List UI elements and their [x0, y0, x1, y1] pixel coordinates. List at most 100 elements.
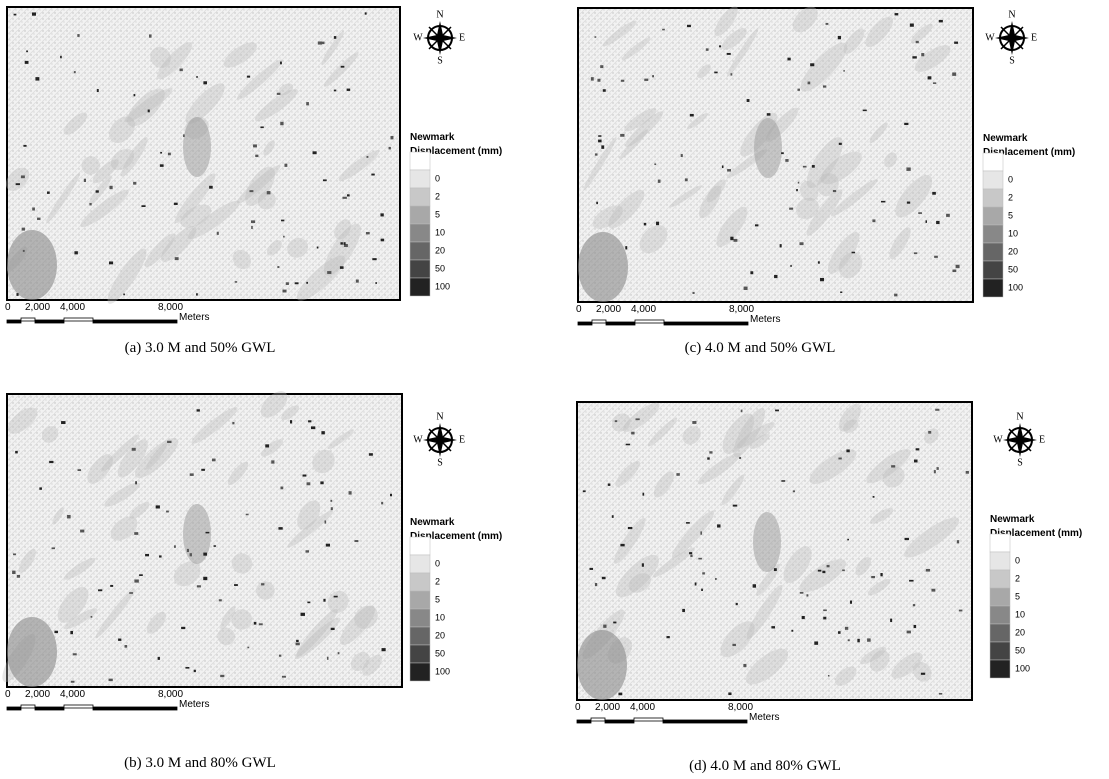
- displacement-spot: [636, 418, 640, 420]
- displacement-spot: [201, 469, 205, 471]
- displacement-spot: [382, 648, 386, 651]
- displacement-spot: [806, 594, 808, 596]
- displacement-spot: [905, 538, 909, 540]
- legend-swatch: [990, 660, 1010, 678]
- displacement-spot: [842, 569, 845, 571]
- compass-s: S: [437, 457, 443, 468]
- displacement-spot: [330, 500, 332, 502]
- displacement-spot: [803, 166, 807, 168]
- displacement-spot: [682, 609, 685, 612]
- displacement-spot: [91, 616, 93, 618]
- displacement-spot: [261, 583, 264, 585]
- displacement-spot: [939, 693, 942, 695]
- legend-label: 100: [435, 666, 450, 676]
- displacement-spot: [952, 72, 956, 75]
- displacement-spot: [926, 220, 928, 223]
- displacement-spot: [613, 622, 616, 624]
- scale-bar-segment: [21, 705, 35, 708]
- displacement-spot: [60, 56, 62, 58]
- displacement-spot: [702, 572, 705, 574]
- displacement-spot: [957, 540, 959, 543]
- displacement-spot: [375, 282, 377, 284]
- displacement-spot: [839, 143, 842, 145]
- displacement-spot: [206, 532, 210, 534]
- scale-unit: Meters: [179, 312, 210, 323]
- displacement-spot: [35, 77, 39, 80]
- displacement-spot: [308, 420, 311, 422]
- legend-title: Newmark: [983, 133, 1028, 144]
- displacement-spot: [589, 568, 593, 570]
- hazard-zone: [578, 232, 628, 302]
- displacement-spot: [323, 599, 325, 602]
- scale-label: 4,000: [60, 302, 85, 313]
- legend-swatch: [410, 537, 430, 555]
- displacement-spot: [390, 136, 393, 139]
- displacement-spot: [914, 460, 918, 463]
- displacement-spot: [305, 550, 309, 552]
- scale-bar-segment: [592, 320, 606, 323]
- displacement-spot: [656, 222, 659, 225]
- displacement-spot: [936, 467, 938, 470]
- displacement-spot: [658, 180, 661, 183]
- displacement-spot: [158, 657, 160, 660]
- displacement-spot: [615, 420, 618, 422]
- legend-swatch: [990, 606, 1010, 624]
- displacement-spot: [168, 153, 171, 156]
- displacement-spot: [910, 24, 914, 27]
- legend-label: 10: [1008, 228, 1018, 238]
- displacement-spot: [595, 153, 598, 155]
- displacement-spot: [863, 110, 867, 112]
- displacement-spot: [217, 232, 219, 235]
- displacement-spot: [23, 145, 26, 147]
- displacement-spot: [160, 152, 162, 154]
- displacement-spot: [183, 134, 185, 137]
- displacement-spot: [820, 278, 824, 281]
- displacement-spot: [936, 221, 939, 224]
- displacement-spot: [918, 212, 922, 214]
- displacement-spot: [966, 471, 969, 474]
- displacement-spot: [125, 645, 128, 648]
- scale-bar-segment: [35, 320, 64, 323]
- compass-s: S: [437, 55, 443, 66]
- displacement-spot: [797, 89, 799, 91]
- compass-e: E: [1031, 32, 1037, 43]
- displacement-spot: [827, 565, 830, 567]
- displacement-spot: [755, 224, 758, 226]
- displacement-spot: [597, 79, 600, 82]
- displacement-spot: [730, 237, 733, 240]
- map-panel: NSWENewmarkDisplacement (mm)025102050100…: [1, 7, 502, 356]
- compass-w: W: [413, 434, 423, 445]
- displacement-spot: [320, 42, 324, 45]
- hazard-zone: [577, 630, 627, 700]
- displacement-spot: [618, 693, 622, 696]
- displacement-spot: [167, 441, 171, 443]
- displacement-spot: [850, 601, 852, 604]
- displacement-spot: [598, 140, 602, 143]
- displacement-spot: [642, 563, 644, 566]
- legend-label: 10: [1015, 609, 1025, 619]
- displacement-spot: [320, 481, 323, 484]
- displacement-spot: [22, 228, 25, 231]
- displacement-spot: [280, 487, 283, 490]
- displacement-spot: [916, 448, 920, 450]
- displacement-spot: [789, 208, 793, 210]
- displacement-spot: [32, 12, 36, 15]
- displacement-spot: [280, 122, 283, 125]
- displacement-spot: [380, 213, 383, 216]
- compass-e: E: [459, 434, 465, 445]
- scale-unit: Meters: [749, 712, 780, 723]
- displacement-spot: [846, 449, 849, 452]
- legend-label: 50: [1015, 645, 1025, 655]
- displacement-spot: [828, 675, 830, 677]
- displacement-spot: [341, 66, 345, 68]
- legend-swatch: [410, 591, 430, 609]
- legend-swatch: [410, 555, 430, 573]
- displacement-spot: [381, 239, 384, 242]
- displacement-spot: [644, 79, 648, 81]
- displacement-spot: [323, 179, 327, 181]
- displacement-spot: [307, 602, 310, 604]
- legend-label: 5: [1008, 210, 1013, 220]
- displacement-spot: [134, 579, 138, 582]
- compass-n: N: [1016, 411, 1023, 422]
- legend-label: 20: [435, 630, 445, 640]
